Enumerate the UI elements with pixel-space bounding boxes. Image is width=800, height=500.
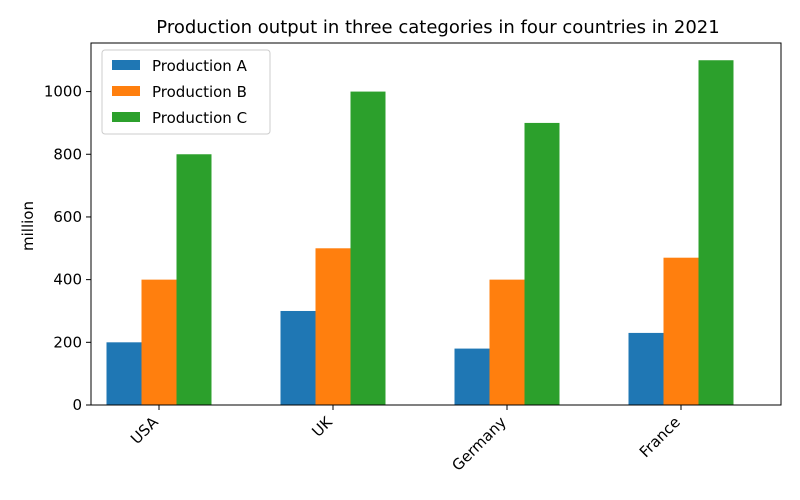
bar-production-a-france	[628, 332, 664, 405]
bar-production-c-france	[698, 60, 734, 405]
bar-production-a-uk	[280, 310, 316, 405]
y-tick-label: 0	[72, 396, 82, 414]
y-axis-label: million	[19, 201, 37, 251]
bar-production-c-uk	[350, 91, 386, 406]
bars-group	[106, 60, 734, 406]
bar-production-b-france	[663, 257, 699, 405]
legend-label: Production B	[152, 83, 247, 101]
y-tick-label: 400	[53, 271, 82, 289]
x-ticks: USA UK Germany France	[127, 405, 684, 475]
legend-box	[101, 49, 271, 135]
bar-production-b-uk	[315, 248, 351, 405]
legend-swatch	[112, 86, 140, 96]
legend: Production A Production B Production C	[101, 49, 271, 135]
x-tick-label: USA	[127, 413, 162, 448]
y-tick-label: 600	[53, 208, 82, 226]
bar-production-b-usa	[141, 279, 177, 405]
legend-swatch	[112, 112, 140, 122]
legend-label: Production A	[152, 57, 248, 75]
x-tick-label: Germany	[448, 413, 510, 475]
bar-production-a-germany	[454, 348, 490, 405]
y-tick-label: 200	[53, 333, 82, 351]
chart-title: Production output in three categories in…	[156, 17, 719, 38]
x-tick-label: UK	[308, 412, 336, 440]
x-tick-label: France	[636, 413, 684, 461]
y-tick-label: 1000	[44, 83, 82, 101]
bar-production-a-usa	[106, 342, 142, 405]
bar-production-b-germany	[489, 279, 525, 405]
legend-swatch	[112, 60, 140, 70]
y-tick-label: 800	[53, 145, 82, 163]
bar-production-c-usa	[176, 154, 212, 405]
legend-label: Production C	[152, 109, 247, 127]
y-ticks: 0 200 400 600 800 1000	[44, 83, 91, 414]
plot-frame	[90, 42, 782, 406]
bar-production-c-germany	[524, 122, 560, 405]
